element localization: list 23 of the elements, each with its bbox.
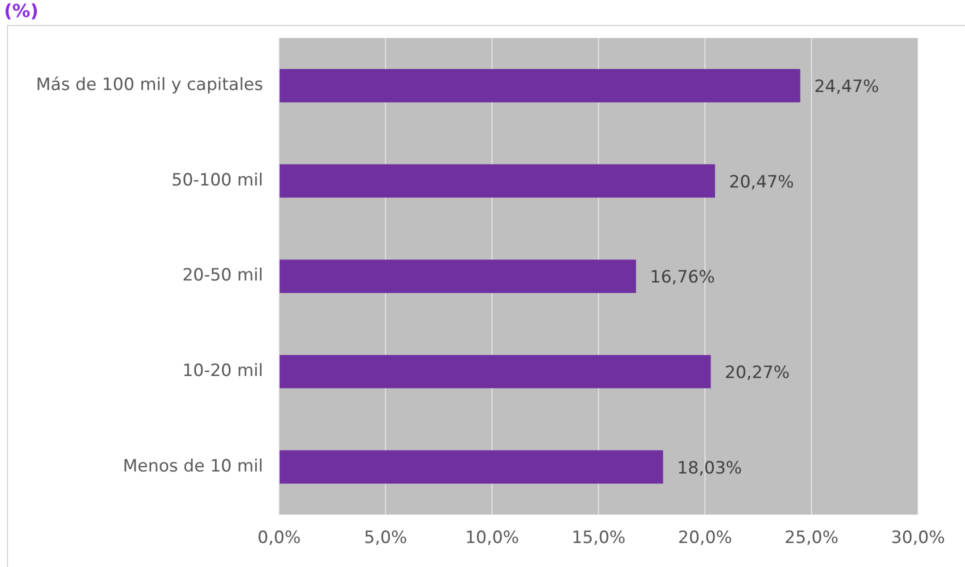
y-tick-label: 50-100 mil (172, 170, 264, 190)
y-tick-label: Menos de 10 mil (122, 456, 264, 476)
x-tick-label: 15,0% (572, 528, 626, 548)
y-tick-label: 10-20 mil (182, 361, 264, 382)
x-tick-label: 20,0% (678, 528, 732, 548)
data-label: 20,27% (724, 363, 790, 384)
bar (280, 164, 716, 198)
data-label: 16,76% (650, 268, 715, 288)
x-tick-label: 25,0% (784, 528, 839, 548)
bar (280, 68, 800, 102)
data-label: 20,47% (729, 172, 794, 192)
x-tick-label: 10,0% (465, 528, 520, 548)
x-tick-label: 5,0% (364, 528, 408, 548)
y-tick-label: 20-50 mil (182, 266, 264, 286)
bar (280, 260, 636, 293)
y-tick-label: Más de 100 mil y capitales (36, 75, 264, 96)
bar (280, 450, 664, 484)
bar (280, 354, 711, 388)
text: (%) (4, 1, 38, 23)
data-label: 18,03% (677, 458, 742, 478)
x-tick-label: 0,0% (258, 528, 301, 548)
data-label: 24,47% (814, 77, 880, 98)
x-tick-label: 30,0% (890, 528, 946, 548)
